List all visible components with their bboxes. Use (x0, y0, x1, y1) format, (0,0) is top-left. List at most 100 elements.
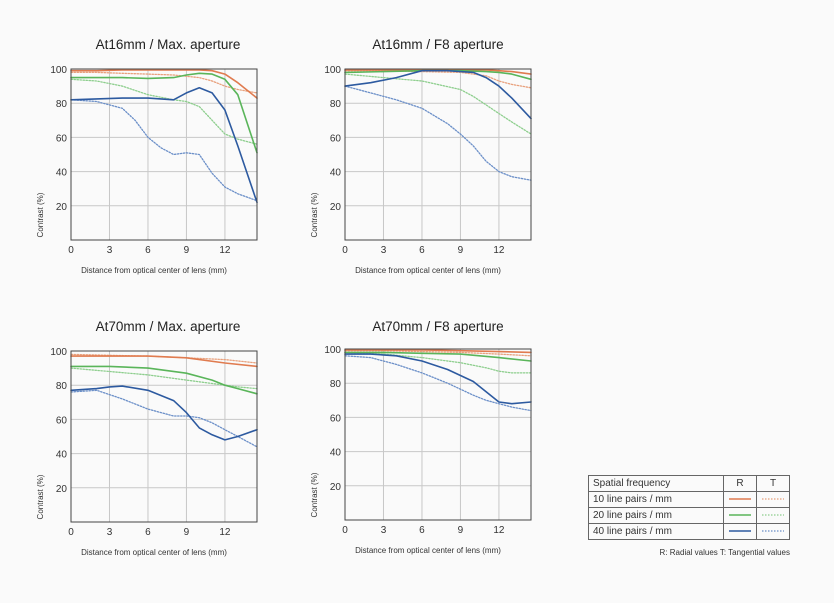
y-tick-label: 40 (330, 168, 342, 179)
y-tick-label: 60 (330, 133, 342, 144)
y-axis-label: Contrast (%) (310, 192, 319, 237)
chart-title: At16mm / F8 aperture (372, 37, 503, 52)
y-tick-label: 60 (56, 415, 68, 426)
series-10-R (344, 69, 532, 75)
y-tick-label: 80 (330, 99, 342, 110)
chart-panel-4: At70mm / F8 aperture 0 3 6 9 12 20 40 60 80 100 Dis… (310, 319, 532, 555)
series-40-T (344, 355, 532, 412)
y-tick-label: 100 (50, 347, 67, 358)
series-20-T (344, 73, 532, 135)
legend-header-t: T (756, 475, 790, 492)
x-tick-label: 12 (219, 527, 231, 538)
legend-header: Spatial frequency R T (587, 475, 790, 492)
legend-swatch-r-10 (723, 491, 758, 508)
x-tick-label: 9 (458, 525, 464, 536)
y-tick-label: 80 (56, 381, 68, 392)
x-tick-label: 6 (145, 245, 151, 256)
legend-row-40: 40 line pairs / mm (587, 523, 790, 540)
series-10-R (344, 349, 532, 354)
legend-header-label: Spatial frequency (587, 475, 725, 492)
x-axis-label: Distance from optical center of lens (mm… (81, 266, 227, 275)
legend: Spatial frequency R T 10 line pairs / mm… (587, 475, 790, 540)
x-tick-label: 6 (145, 527, 151, 538)
y-tick-label: 60 (56, 133, 68, 144)
y-tick-label: 20 (56, 202, 68, 213)
x-tick-label: 6 (419, 525, 425, 536)
y-tick-label: 100 (324, 345, 341, 356)
y-tick-label: 20 (330, 482, 342, 493)
x-tick-label: 12 (493, 245, 505, 256)
series-40-R (70, 87, 258, 204)
plot-frame (344, 68, 532, 241)
legend-swatch-t-10 (756, 491, 790, 508)
chart-title: At70mm / F8 aperture (372, 319, 503, 334)
x-tick-label: 12 (219, 245, 231, 256)
legend-swatch-t-20 (756, 507, 790, 524)
legend-label-10: 10 line pairs / mm (587, 491, 725, 508)
series-20-R (70, 365, 258, 395)
y-tick-label: 100 (324, 65, 341, 76)
legend-label-20: 20 line pairs / mm (587, 507, 725, 524)
series-40-R (70, 385, 258, 441)
y-tick-label: 20 (330, 202, 342, 213)
y-tick-label: 60 (330, 413, 342, 424)
y-axis-label: Contrast (%) (310, 472, 319, 517)
y-tick-label: 40 (56, 450, 68, 461)
x-tick-label: 9 (184, 245, 190, 256)
series-40-T (344, 85, 532, 181)
x-axis-label: Distance from optical center of lens (mm… (355, 546, 501, 555)
x-tick-label: 3 (107, 245, 113, 256)
legend-row-20: 20 line pairs / mm (587, 507, 790, 524)
series-10-R (70, 69, 258, 99)
legend-swatch-r-40 (723, 523, 758, 540)
x-axis-label: Distance from optical center of lens (mm… (355, 266, 501, 275)
legend-note: R: Radial values T: Tangential values (659, 548, 790, 557)
x-tick-label: 3 (381, 245, 387, 256)
series-40-R (344, 69, 532, 120)
series-20-R (344, 351, 532, 362)
y-tick-label: 40 (56, 168, 68, 179)
y-tick-label: 80 (56, 99, 68, 110)
series-20-R (70, 72, 258, 154)
chart-panel-1: At16mm / Max. aperture 0 3 6 9 12 20 40 60 80 100 D… (36, 37, 258, 275)
chart-panel-2: At16mm / F8 aperture 0 3 6 9 12 20 40 60 80 100 Dis… (310, 37, 532, 275)
y-tick-label: 100 (50, 65, 67, 76)
x-tick-label: 9 (458, 245, 464, 256)
x-tick-label: 3 (107, 527, 113, 538)
legend-header-r: R (723, 475, 758, 492)
x-tick-label: 3 (381, 525, 387, 536)
x-tick-label: 0 (68, 245, 74, 256)
series-40-T (70, 389, 258, 448)
series-40-T (70, 99, 258, 202)
series-40-R (344, 353, 532, 405)
y-axis-label: Contrast (%) (36, 192, 45, 237)
legend-row-10: 10 line pairs / mm (587, 491, 790, 508)
x-tick-label: 0 (68, 527, 74, 538)
series-20-T (70, 78, 258, 145)
series-20-R (344, 69, 532, 81)
x-tick-label: 9 (184, 527, 190, 538)
legend-swatch-t-40 (756, 523, 790, 540)
x-tick-label: 0 (342, 245, 348, 256)
plot-frame (70, 350, 258, 523)
series-10-R (70, 355, 258, 368)
legend-swatch-r-20 (723, 507, 758, 524)
x-tick-label: 6 (419, 245, 425, 256)
series-10-T (70, 71, 258, 94)
series-10-T (344, 350, 532, 357)
y-tick-label: 20 (56, 484, 68, 495)
x-tick-label: 0 (342, 525, 348, 536)
plot-frame (70, 68, 258, 241)
series-20-T (70, 367, 258, 390)
x-axis-label: Distance from optical center of lens (mm… (81, 548, 227, 557)
chart-title: At70mm / Max. aperture (96, 319, 241, 334)
legend-label-40: 40 line pairs / mm (587, 523, 725, 540)
y-axis-label: Contrast (%) (36, 474, 45, 519)
x-tick-label: 12 (493, 525, 505, 536)
y-tick-label: 80 (330, 379, 342, 390)
plot-frame (344, 348, 532, 521)
series-20-T (344, 351, 532, 374)
chart-title: At16mm / Max. aperture (96, 37, 241, 52)
y-tick-label: 40 (330, 448, 342, 459)
